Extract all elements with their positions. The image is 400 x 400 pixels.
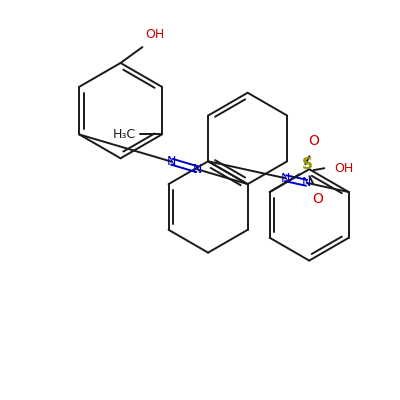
Text: O: O [308, 134, 319, 148]
Text: S: S [302, 157, 312, 172]
Text: N: N [281, 172, 290, 185]
Text: N: N [167, 155, 176, 168]
Text: H₃C: H₃C [113, 128, 136, 141]
Text: OH: OH [334, 162, 354, 175]
Text: O: O [312, 192, 323, 206]
Text: OH: OH [145, 28, 165, 41]
Text: N: N [302, 176, 311, 189]
Text: N: N [192, 163, 202, 176]
